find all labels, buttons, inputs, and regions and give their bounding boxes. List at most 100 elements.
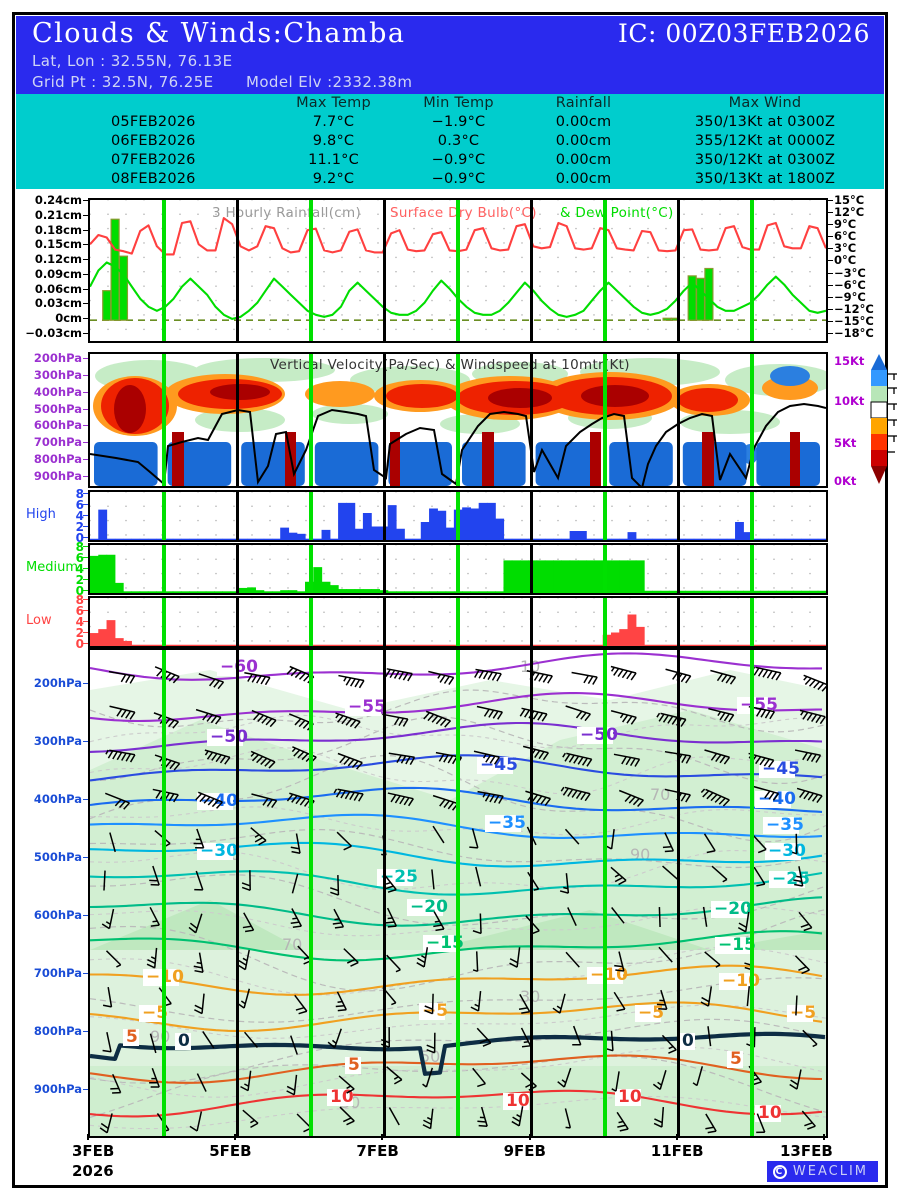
day-marker-line-green (456, 354, 460, 486)
date-axis-label: 9FEB (503, 1142, 546, 1160)
day-marker-line-green (161, 598, 166, 646)
rainfall-axis-tick (83, 200, 88, 201)
rainfall-axis-label: 0.06cm (34, 281, 82, 296)
rainfall-axis-tick (83, 318, 88, 320)
rainfall-axis-tick (83, 229, 88, 231)
upper-air-axis-tick (83, 973, 88, 974)
upper-air-axis-tick (83, 1089, 88, 1090)
cloud-axis-label: 8 (75, 540, 84, 554)
temperature-axis-label: −18°C (834, 326, 874, 340)
forecast-cell-mintemp: −1.9°C (431, 114, 486, 130)
rainfall-axis-label: 0.09cm (34, 266, 82, 281)
upper-air-plot-area: 907050309050309010705030−60−55−55−50−50−… (88, 648, 828, 1138)
day-separator-line (235, 492, 239, 540)
rainfall-plot-area: 3 Hourly Rainfall(cm) Surface Dry Bulb(°… (88, 198, 828, 343)
upper-air-axis-tick (83, 915, 88, 916)
cloud-axis-label: 2 (75, 626, 84, 640)
date-axis-tick (675, 1134, 678, 1140)
temperature-axis-tick (828, 320, 833, 322)
forecast-cell-rainfall: 0.00cm (555, 114, 612, 130)
table-row: 05FEB2026 7.7°C −1.9°C 0.00cm 350/13Kt at 03… (16, 113, 884, 132)
date-axis-tick (823, 1134, 825, 1140)
table-row: 08FEB2026 9.2°C −0.9°C 0.00cm 350/13Kt at 18… (16, 170, 884, 189)
cloud-axis-tick (83, 621, 88, 622)
svg-text:−30: −30 (768, 841, 806, 861)
temperature-axis-label: 12°C (834, 205, 865, 220)
day-marker-line-green (308, 545, 313, 593)
title-prefix: Clouds & Winds: (32, 18, 284, 49)
svg-text:−15: −15 (426, 933, 464, 953)
forecast-cell-maxtemp: 7.7°C (312, 114, 355, 130)
svg-text:−5: −5 (790, 1003, 816, 1023)
vertical-velocity-svg (90, 358, 826, 486)
svg-text:5: 5 (730, 1049, 742, 1069)
cloud-axis-tick (83, 590, 88, 591)
day-marker-line-green (456, 545, 460, 593)
cloud-axis-label: 2 (75, 520, 84, 534)
copyright-icon: C (772, 1164, 787, 1179)
forecast-table: Max Temp Min Temp Rainfall Max Wind 05FE… (16, 94, 884, 189)
day-marker-line-green (161, 200, 166, 341)
temperature-axis-label: −15°C (834, 313, 874, 328)
forecast-cell-date: 08FEB2026 (111, 171, 196, 187)
svg-text:10: 10 (758, 1103, 782, 1123)
rainfall-axis-label: −0.03cm (25, 326, 82, 340)
upper-air-axis-tick (83, 683, 88, 684)
forecast-cell-maxtemp: 11.1°C (308, 152, 359, 168)
rainfall-axis-label: 0.18cm (34, 222, 82, 237)
pressure-axis-label: 300hPa (33, 367, 82, 382)
temperature-axis-tick (828, 212, 833, 214)
day-marker-line-green (603, 545, 608, 593)
station-name: Chamba (283, 18, 406, 49)
cloud-axis-tick (83, 557, 88, 558)
svg-text:10: 10 (330, 1087, 354, 1107)
col-header-rainfall: Rainfall (555, 95, 612, 111)
cloud-plot-medium (88, 543, 828, 595)
header-banner: Clouds & Winds:Chamba IC: 00Z03FEB2026 L… (16, 16, 884, 94)
svg-text:0: 0 (178, 1031, 190, 1051)
upper-air-axis-label: 500hPa (33, 850, 82, 864)
cloud-label-medium: Medium (26, 560, 78, 575)
title-drybulb: Surface Dry Bulb(°C) (390, 205, 537, 221)
day-marker-line-green (603, 200, 608, 341)
cloud-axis-label: 0 (75, 637, 84, 651)
pressure-axis-label: 500hPa (33, 401, 82, 416)
svg-text:−25: −25 (772, 869, 810, 889)
col-header-date (16, 94, 271, 113)
cloud-axis-label: 0 (75, 531, 84, 545)
temperature-axis-label: 6°C (834, 229, 857, 244)
day-separator-line (382, 598, 386, 646)
temperature-axis-tick (828, 236, 833, 238)
svg-text:10: 10 (506, 1091, 530, 1111)
rainfall-axis-label: 0.12cm (34, 252, 82, 267)
upper-air-axis-label: 300hPa (33, 734, 82, 748)
day-marker-line-green (603, 354, 608, 486)
cloud-row-high: High 8 6 4 2 0 (16, 487, 884, 545)
day-separator-line (530, 354, 534, 486)
day-separator-line (530, 200, 534, 341)
temperature-axis-label: −12°C (834, 301, 874, 316)
day-marker-line-green (308, 354, 313, 486)
temperature-axis-tick (828, 260, 833, 262)
pressure-axis-tick (83, 358, 88, 359)
date-axis-label: 11FEB (650, 1142, 704, 1160)
date-axis-tick (528, 1134, 531, 1140)
upper-air-axis-tick (83, 857, 88, 858)
cloud-label-low: Low (26, 613, 52, 628)
day-marker-line-green (456, 492, 460, 540)
pressure-axis-tick (83, 391, 88, 393)
rainfall-axis-label: 0.15cm (34, 237, 82, 252)
forecast-cell-maxtemp: 9.8°C (312, 133, 355, 149)
pressure-axis-tick (83, 442, 88, 444)
upper-air-axis-label: 700hPa (33, 966, 82, 980)
forecast-cell-maxtemp: 9.2°C (312, 171, 355, 187)
upper-air-axis-tick (83, 799, 88, 800)
model-elevation-text: Model Elv :2332.38m (246, 73, 413, 91)
temperature-axis-label: 3°C (834, 241, 857, 256)
year-label: 2026 (72, 1162, 114, 1180)
pressure-axis-label: 900hPa (33, 469, 82, 483)
rainfall-axis-tick (83, 214, 88, 216)
day-marker-line-green (750, 200, 755, 341)
day-marker-line-green (750, 598, 755, 646)
